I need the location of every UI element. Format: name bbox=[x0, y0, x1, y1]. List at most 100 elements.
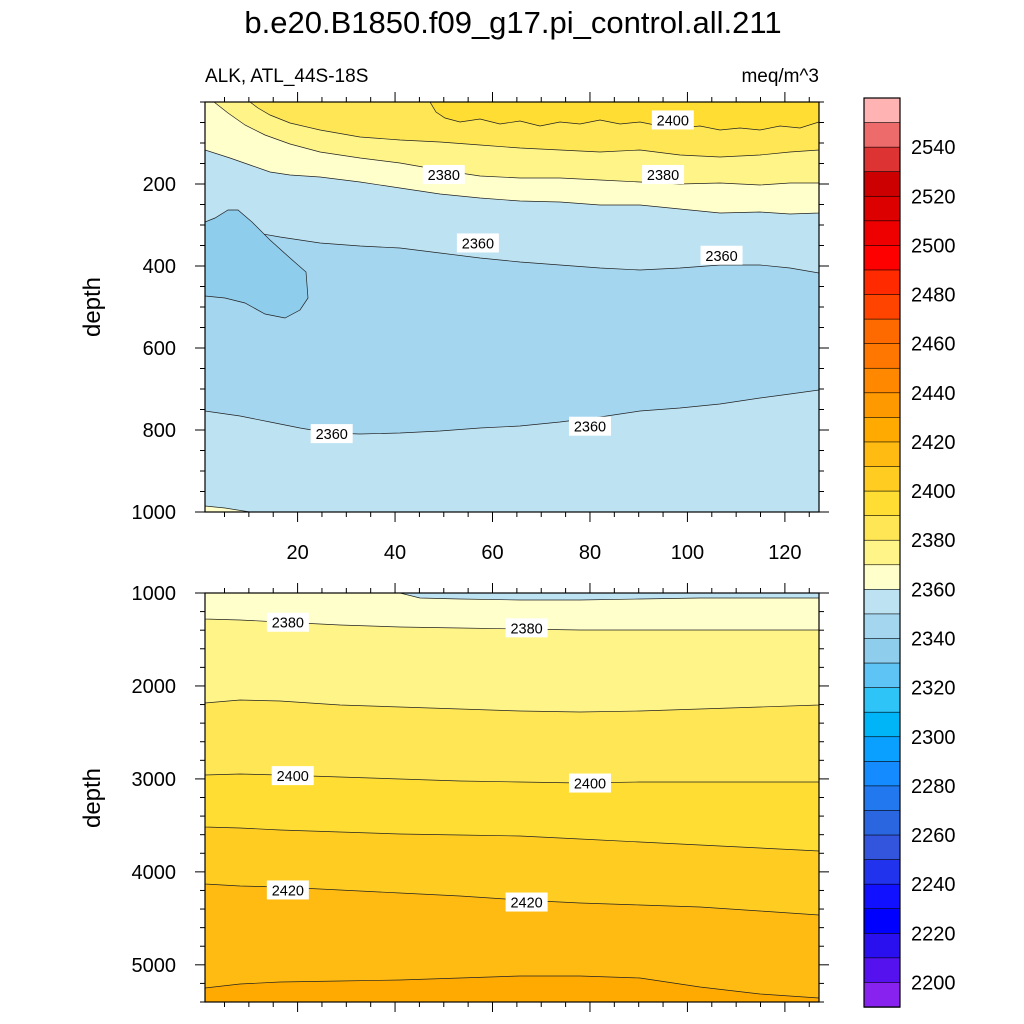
colorbar-label: 2340 bbox=[911, 628, 956, 650]
contour-label-text: 2420 bbox=[272, 883, 304, 899]
lower-contour-labels: 2380 2380 2400 2400 2420 2420 bbox=[266, 612, 611, 912]
colorbar: 2540 2520 2500 2480 2460 2440 2420 2400 2380 2360… bbox=[863, 97, 956, 1008]
contour-label: 2400 bbox=[271, 766, 314, 786]
y-tick-label: 1000 bbox=[132, 583, 177, 605]
contour-label-box bbox=[271, 766, 314, 786]
colorbar-label: 2260 bbox=[911, 825, 956, 847]
colorbar-swatch bbox=[863, 466, 901, 492]
contour-label-box bbox=[568, 416, 611, 436]
colorbar-swatch bbox=[863, 245, 901, 271]
colorbar-swatch bbox=[863, 318, 901, 345]
colorbar-swatch bbox=[863, 761, 901, 787]
contour-label-box bbox=[310, 424, 353, 444]
colorbar-label: 2500 bbox=[911, 235, 956, 257]
subtitle-units: meq/m^3 bbox=[741, 66, 819, 87]
upper-y-axis-label: depth bbox=[79, 277, 106, 337]
upper-panel: 200 400 600 800 1000 20 40 60 80 100 120 2400 2380… bbox=[79, 92, 829, 564]
contour-label-text: 2360 bbox=[316, 427, 348, 443]
fill-2390-2400 bbox=[429, 102, 819, 131]
y-tick-label: 3000 bbox=[132, 769, 177, 791]
contour-label-text: 2360 bbox=[462, 236, 494, 252]
colorbar-label: 2400 bbox=[911, 481, 956, 503]
contour-label-text: 2380 bbox=[510, 621, 542, 637]
colorbar-swatch bbox=[863, 982, 901, 1008]
y-tick-label: 600 bbox=[143, 338, 176, 360]
contour-label-text: 2400 bbox=[277, 769, 309, 785]
contour-label: 2360 bbox=[310, 424, 353, 444]
upper-contour-fill bbox=[205, 102, 819, 512]
contour-label-text: 2400 bbox=[657, 113, 689, 129]
upper-x-tick-labels: 20 40 60 80 100 120 bbox=[286, 542, 801, 564]
colorbar-swatch bbox=[863, 269, 901, 296]
colorbar-label: 2240 bbox=[911, 874, 956, 896]
subtitle-left: ALK, ATL_44S-18S bbox=[205, 66, 368, 87]
colorbar-swatch bbox=[863, 122, 901, 148]
colorbar-label: 2200 bbox=[911, 972, 956, 994]
contour-label: 2400 bbox=[568, 773, 611, 793]
x-tick-label: 100 bbox=[671, 542, 704, 564]
colorbar-swatch bbox=[863, 417, 901, 443]
colorbar-swatch bbox=[863, 736, 901, 763]
colorbar-label: 2380 bbox=[911, 530, 956, 552]
y-tick-label: 200 bbox=[143, 174, 176, 196]
x-tick-label: 120 bbox=[768, 542, 801, 564]
contour-label-box bbox=[266, 880, 309, 900]
colorbar-swatch bbox=[863, 662, 901, 689]
lower-y-axis-label: depth bbox=[79, 768, 106, 828]
x-tick-label: 80 bbox=[579, 542, 601, 564]
colorbar-swatch bbox=[863, 883, 901, 910]
contour-label: 2400 bbox=[651, 110, 694, 130]
x-tick-label: 20 bbox=[286, 542, 308, 564]
contour-label-box bbox=[642, 164, 685, 184]
figure-title: b.e20.B1850.f09_g17.pi_control.all.211 bbox=[244, 5, 781, 40]
colorbar-swatch bbox=[863, 220, 901, 247]
contour-label-box bbox=[422, 164, 465, 184]
colorbar-swatch bbox=[863, 932, 901, 959]
colorbar-label: 2460 bbox=[911, 334, 956, 356]
colorbar-swatch bbox=[863, 908, 901, 934]
contour-label-text: 2360 bbox=[705, 249, 737, 265]
lower-panel: 1000 2000 3000 4000 5000 2380 2380 2400 2400 242… bbox=[79, 583, 829, 1012]
y-tick-label: 5000 bbox=[132, 955, 177, 977]
contour-label: 2380 bbox=[505, 618, 548, 638]
colorbar-label: 2220 bbox=[911, 923, 956, 945]
colorbar-swatch bbox=[863, 490, 901, 517]
contour-label-text: 2360 bbox=[574, 420, 606, 436]
colorbar-swatch bbox=[863, 294, 901, 320]
y-tick-label: 1000 bbox=[132, 502, 177, 524]
colorbar-swatch bbox=[863, 613, 901, 640]
fill-deep-2370 bbox=[205, 505, 251, 512]
colorbar-swatch bbox=[863, 687, 901, 713]
y-tick-label: 4000 bbox=[132, 862, 177, 884]
lower-axes-ticks bbox=[195, 583, 829, 1012]
colorbar-label: 2540 bbox=[911, 137, 956, 159]
colorbar-swatch bbox=[863, 97, 901, 124]
colorbar-swatches bbox=[863, 97, 901, 1008]
x-tick-label: 40 bbox=[384, 542, 406, 564]
contour-label: 2380 bbox=[266, 612, 309, 632]
colorbar-swatch bbox=[863, 564, 901, 591]
fill-2330-2340 bbox=[205, 209, 309, 319]
colorbar-label: 2480 bbox=[911, 285, 956, 307]
contour-label-text: 2380 bbox=[647, 168, 679, 184]
colorbar-label: 2320 bbox=[911, 678, 956, 700]
colorbar-swatch bbox=[863, 343, 901, 369]
colorbar-label: 2280 bbox=[911, 776, 956, 798]
contour-label: 2360 bbox=[456, 233, 499, 253]
colorbar-label: 2360 bbox=[911, 579, 956, 601]
contour-label-text: 2380 bbox=[272, 616, 304, 632]
colorbar-label: 2440 bbox=[911, 383, 956, 405]
colorbar-swatch bbox=[863, 441, 901, 468]
contour-label-box bbox=[505, 892, 548, 912]
contour-label: 2420 bbox=[266, 880, 309, 900]
colorbar-swatch bbox=[863, 638, 901, 664]
y-tick-label: 800 bbox=[143, 420, 176, 442]
y-tick-label: 2000 bbox=[132, 676, 177, 698]
contour-label-box bbox=[456, 233, 499, 253]
colorbar-swatch bbox=[863, 146, 901, 173]
lower-y-tick-labels: 1000 2000 3000 4000 5000 bbox=[132, 583, 177, 977]
contour-label: 2380 bbox=[642, 164, 685, 184]
contour-label-text: 2380 bbox=[428, 168, 460, 184]
x-tick-label: 60 bbox=[481, 542, 503, 564]
contour-label-text: 2420 bbox=[510, 896, 542, 912]
